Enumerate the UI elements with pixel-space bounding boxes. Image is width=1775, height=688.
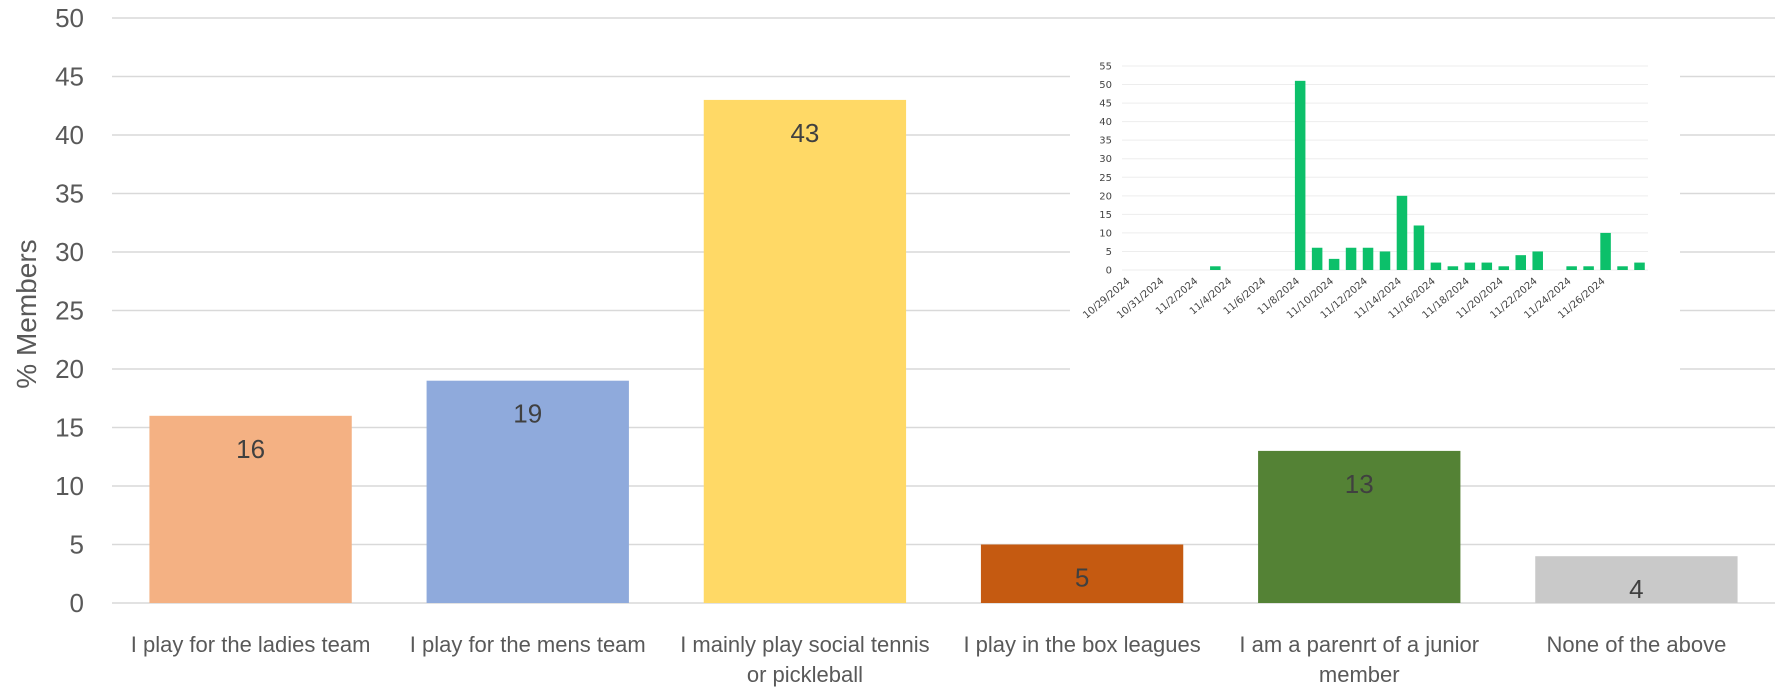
main-data-labels: 16 19 43 5 13 4	[236, 118, 1644, 604]
inset-bar	[1634, 262, 1645, 270]
main-y-tick-label: 5	[70, 530, 84, 560]
main-y-tick-label: 15	[55, 413, 84, 443]
main-y-tick-label: 50	[55, 3, 84, 33]
main-y-tick-labels: 0 5 10 15 20 25 30 35 40 45 50	[55, 3, 84, 618]
inset-bar	[1413, 225, 1425, 270]
main-x-tick-label: I mainly play social tennis	[680, 632, 929, 657]
inset-y-tick-label: 5	[1106, 247, 1112, 258]
inset-y-tick-label: 55	[1099, 62, 1112, 73]
main-x-tick-label: I play in the box leagues	[963, 632, 1200, 657]
inset-bar	[1379, 251, 1391, 270]
inset-bars	[1210, 80, 1645, 270]
inset-x-tick-labels: 10/29/202410/31/202411/2/202411/4/202411…	[1081, 276, 1607, 321]
main-bar	[1535, 556, 1738, 603]
main-x-tick-label: I am a parenrt of a junior	[1239, 632, 1479, 657]
main-y-tick-label: 20	[55, 354, 84, 384]
main-x-tick-labels: I play for the ladies team I play for the…	[131, 632, 1727, 687]
inset-y-tick-label: 0	[1106, 266, 1112, 277]
main-bar	[703, 99, 907, 604]
inset-y-tick-label: 25	[1099, 173, 1112, 184]
main-x-tick-label: or pickleball	[747, 662, 863, 687]
inset-y-tick-label: 20	[1099, 191, 1112, 202]
inset-bar	[1311, 247, 1323, 270]
inset-bar	[1447, 266, 1459, 270]
main-x-tick-label: None of the above	[1547, 632, 1727, 657]
inset-y-tick-label: 15	[1099, 210, 1112, 221]
inset-bar	[1532, 251, 1543, 270]
inset-y-tick-label: 50	[1099, 80, 1112, 91]
main-data-label: 13	[1345, 469, 1374, 499]
inset-y-tick-label: 40	[1099, 117, 1112, 128]
inset-bar	[1617, 266, 1628, 270]
inset-gridlines	[1122, 65, 1648, 271]
inset-bar	[1396, 195, 1408, 270]
main-bar	[1258, 450, 1461, 603]
inset-bar	[1600, 232, 1611, 270]
inset-y-tick-label: 30	[1099, 154, 1112, 165]
main-data-label: 19	[513, 399, 542, 429]
inset-y-tick-label: 10	[1099, 228, 1112, 239]
main-x-tick-label: I play for the mens team	[410, 632, 646, 657]
main-data-label: 16	[236, 434, 265, 464]
inset-y-tick-label: 35	[1099, 136, 1112, 147]
inset-y-tick-label: 45	[1099, 99, 1112, 110]
inset-bar	[1498, 266, 1510, 270]
inset-bar	[1328, 258, 1340, 270]
inset-bar	[1362, 247, 1374, 270]
inset-y-tick-labels: 0 5 10 15 20 25 30 35 40 45 50 55	[1099, 62, 1112, 277]
inset-bar	[1481, 262, 1493, 270]
inset-bar	[1430, 262, 1442, 270]
main-x-tick-label: I play for the ladies team	[131, 632, 371, 657]
inset-bar	[1583, 266, 1594, 270]
main-bars	[149, 99, 1738, 604]
main-y-tick-label: 30	[55, 237, 84, 267]
main-data-label: 4	[1629, 574, 1643, 604]
main-bar	[149, 415, 352, 603]
main-y-tick-label: 10	[55, 471, 84, 501]
main-y-tick-label: 45	[55, 62, 84, 92]
inset-daily-bar-chart: 0 5 10 15 20 25 30 35 40 45 50 55 10/29/202410/31/2…	[1070, 52, 1680, 372]
inset-bar	[1464, 262, 1476, 270]
main-y-axis-label: % Members	[11, 239, 42, 388]
main-x-tick-label: member	[1319, 662, 1400, 687]
main-y-tick-label: 40	[55, 120, 84, 150]
inset-bar	[1515, 255, 1527, 270]
inset-bar	[1345, 247, 1357, 270]
main-y-tick-label: 0	[70, 588, 84, 618]
inset-bar	[1566, 266, 1577, 270]
inset-bar	[1210, 266, 1221, 270]
main-data-label: 5	[1075, 563, 1089, 593]
inset-bar	[1294, 80, 1306, 270]
main-y-tick-label: 25	[55, 296, 84, 326]
main-bar	[980, 544, 1184, 603]
main-data-label: 43	[790, 118, 819, 148]
main-y-tick-label: 35	[55, 179, 84, 209]
main-bar	[426, 380, 629, 603]
